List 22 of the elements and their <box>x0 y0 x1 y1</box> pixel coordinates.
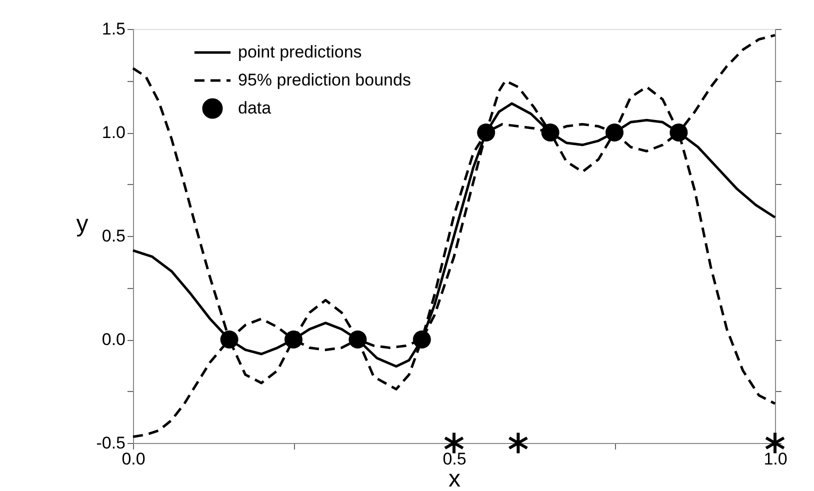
x-tick-label: 0.0 <box>122 450 146 468</box>
y-axis-title: y <box>76 210 88 238</box>
legend-label: 95% prediction bounds <box>238 70 411 90</box>
point <box>670 123 688 142</box>
point <box>348 330 367 349</box>
x-tick-label: 0.5 <box>442 450 466 468</box>
y-tick-label: 1.5 <box>102 20 126 38</box>
y-tick-label: -0.5 <box>96 434 126 452</box>
point <box>220 330 238 349</box>
x-tick-label: 1.0 <box>764 450 788 468</box>
legend-label: data <box>238 98 272 118</box>
point <box>284 330 303 349</box>
point <box>605 123 624 142</box>
y-tick-label: 0.0 <box>102 330 126 349</box>
point <box>412 330 431 349</box>
legend-label: point predictions <box>238 42 362 62</box>
x-axis-title: x <box>448 466 460 491</box>
point <box>508 431 529 455</box>
y-tick-label: 0.5 <box>102 226 126 246</box>
point <box>477 123 496 142</box>
point <box>541 123 560 142</box>
y-tick-label: 1.0 <box>102 123 126 142</box>
